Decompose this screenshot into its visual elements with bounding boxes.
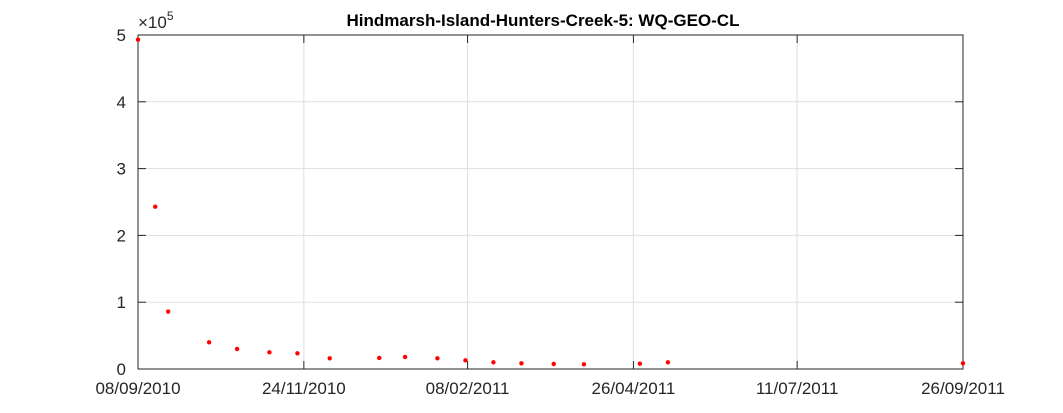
data-point <box>295 351 300 356</box>
data-point <box>960 361 966 366</box>
data-point <box>206 340 212 345</box>
x-tick-label: 08/02/2011 <box>426 379 510 398</box>
data-point <box>519 361 524 366</box>
data-point <box>377 355 382 361</box>
y-ticks <box>138 34 963 370</box>
y-exponent-power: 5 <box>167 9 174 23</box>
data-point <box>491 360 496 365</box>
y-tick-label: 3 <box>117 160 126 179</box>
data-point <box>234 346 240 352</box>
data-point <box>153 204 158 209</box>
data-point <box>402 354 408 360</box>
y-tick-labels: 0 1 2 3 4 5 <box>117 26 126 379</box>
y-tick-label: 4 <box>117 93 126 112</box>
x-tick-labels: 08/09/2010 24/11/2010 08/02/2011 26/04/2011… <box>95 379 1004 398</box>
y-exponent-label: ×105 <box>138 9 174 32</box>
data-point <box>665 360 671 365</box>
x-tick-label: 24/11/2010 <box>262 379 346 398</box>
data-point <box>637 361 643 366</box>
chart-title: Hindmarsh-Island-Hunters-Creek-5: WQ-GEO… <box>347 11 740 30</box>
data-point <box>551 361 556 367</box>
y-tick-label: 2 <box>117 226 126 245</box>
y-tick-label: 5 <box>117 26 126 45</box>
x-ticks <box>137 35 964 369</box>
y-exponent-base: ×10 <box>138 13 167 32</box>
y-tick-label: 1 <box>117 293 126 312</box>
data-point <box>135 37 141 42</box>
x-tick-label: 26/04/2011 <box>592 379 676 398</box>
data-point <box>267 350 272 355</box>
data-point <box>435 356 440 361</box>
data-point <box>463 358 468 363</box>
y-tick-label: 0 <box>117 360 126 379</box>
x-tick-label: 11/07/2011 <box>756 379 839 398</box>
data-points <box>135 37 966 367</box>
data-point <box>165 309 171 314</box>
plot-background <box>138 35 963 369</box>
plot-frame <box>137 34 964 370</box>
data-point <box>581 362 587 367</box>
data-point <box>327 356 332 361</box>
x-tick-label: 08/09/2010 <box>95 379 180 398</box>
x-tick-label: 26/09/2011 <box>921 379 1005 398</box>
